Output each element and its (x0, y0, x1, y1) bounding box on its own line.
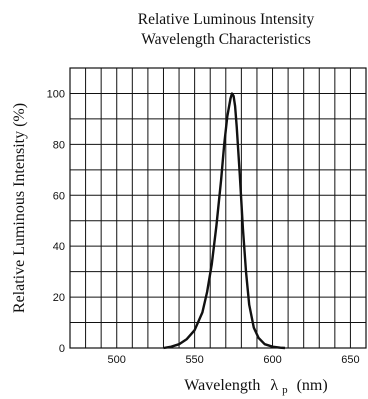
x-tick-label-500: 500 (108, 354, 126, 366)
x-axis-label-unit: (nm) (297, 377, 328, 394)
y-tick-label-80: 80 (53, 139, 65, 151)
x-axis-label-symbol: λ (270, 377, 278, 394)
series-line (163, 92, 286, 350)
x-tick-label-550: 550 (185, 354, 203, 366)
y-tick-label-20: 20 (53, 292, 65, 304)
y-axis-label: Relative Luminous Intensity (%) (11, 103, 28, 313)
y-tick-label-40: 40 (53, 241, 65, 253)
x-tick-label-650: 650 (341, 354, 359, 366)
x-axis-label-word: Wavelength (184, 377, 260, 394)
grid (70, 68, 366, 348)
y-tick-label-60: 60 (53, 190, 65, 202)
chart-title-line1: Relative Luminous Intensity (138, 11, 315, 28)
tick-labels: 500 550 600 650 0 20 40 60 80 100 (47, 88, 360, 366)
y-tick-label-0: 0 (59, 343, 65, 355)
chart-title-line2: Wavelength Characteristics (141, 31, 311, 48)
y-tick-label-100: 100 (47, 88, 65, 100)
x-axis-label-subscript: p (282, 384, 288, 396)
plot-frame (69, 67, 367, 349)
x-axis-label: Wavelength λ p (nm) (184, 377, 327, 397)
x-tick-label-600: 600 (263, 354, 281, 366)
